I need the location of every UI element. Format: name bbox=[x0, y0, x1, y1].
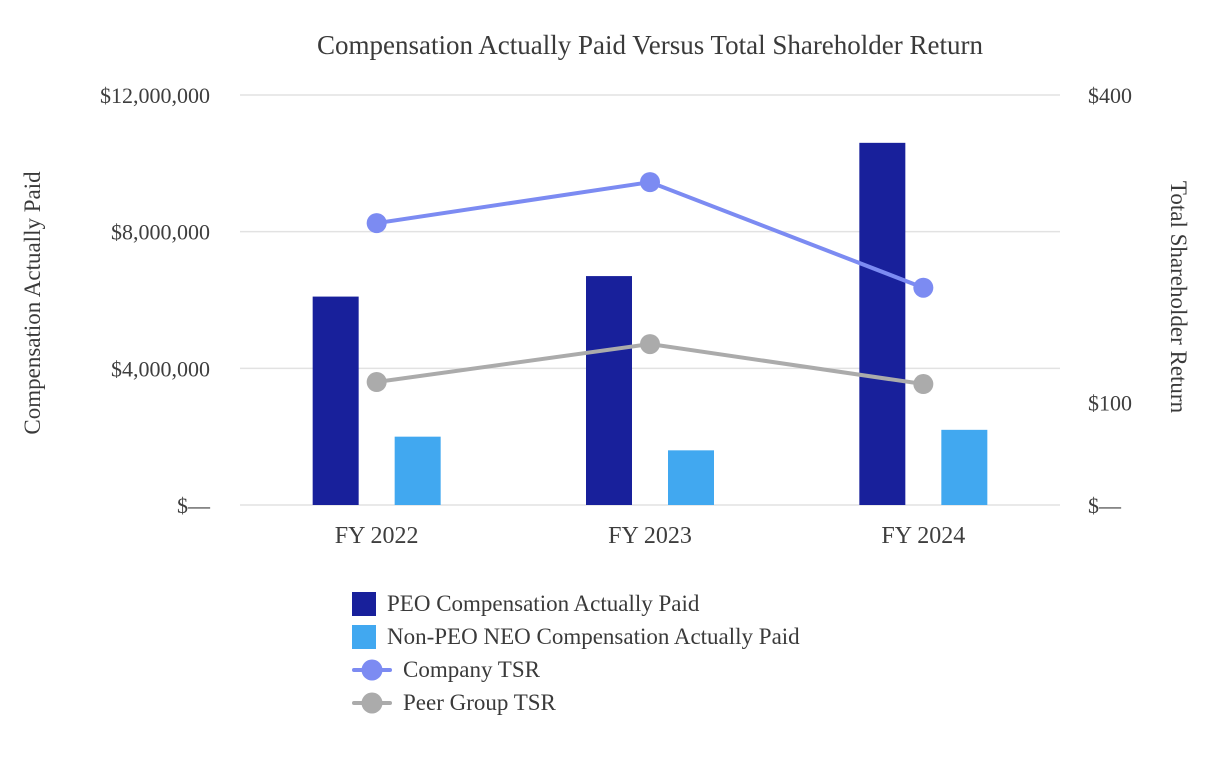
bar bbox=[668, 450, 714, 505]
bar bbox=[586, 276, 632, 505]
legend-item: Non-PEO NEO Compensation Actually Paid bbox=[352, 623, 800, 650]
legend-swatch-line-marker bbox=[352, 658, 392, 682]
x-axis-category-label: FY 2022 bbox=[335, 523, 419, 549]
legend-item: Peer Group TSR bbox=[352, 689, 800, 716]
bar bbox=[941, 429, 988, 505]
x-axis-category-label: FY 2024 bbox=[881, 523, 965, 549]
chart-title: Compensation Actually Paid Versus Total … bbox=[316, 30, 984, 60]
right-axis-tick-label: $— bbox=[1088, 493, 1122, 518]
legend-swatch-line-marker bbox=[352, 691, 392, 715]
bar bbox=[312, 296, 359, 505]
x-axis-category-label: FY 2023 bbox=[608, 523, 692, 549]
legend-label: Non-PEO NEO Compensation Actually Paid bbox=[387, 623, 800, 649]
legend-swatch-square bbox=[352, 624, 376, 649]
legend-label: PEO Compensation Actually Paid bbox=[387, 590, 700, 616]
tsr-line bbox=[376, 180, 925, 290]
tsr-marker bbox=[640, 334, 660, 355]
legend-item: Company TSR bbox=[352, 656, 800, 683]
right-axis-tick-label: $100 bbox=[1088, 391, 1132, 416]
tsr-marker bbox=[913, 277, 934, 298]
left-axis-tick-label: $— bbox=[177, 493, 211, 518]
tsr-marker bbox=[640, 172, 660, 193]
legend-label: Peer Group TSR bbox=[403, 689, 556, 715]
legend: PEO Compensation Actually Paid Non-PEO NE… bbox=[352, 590, 800, 716]
left-axis-tick-label: $4,000,000 bbox=[111, 356, 210, 381]
legend-swatch-square bbox=[352, 591, 376, 616]
legend-label: Company TSR bbox=[403, 656, 540, 682]
bar bbox=[859, 142, 906, 506]
legend-item: PEO Compensation Actually Paid bbox=[352, 590, 800, 617]
tsr-marker bbox=[913, 374, 934, 395]
tsr-marker bbox=[366, 372, 387, 392]
bar bbox=[394, 436, 441, 505]
left-axis-tick-label: $12,000,000 bbox=[100, 83, 210, 108]
tsr-marker bbox=[366, 213, 387, 234]
left-axis-tick-label: $8,000,000 bbox=[111, 220, 210, 245]
right-axis-tick-label: $400 bbox=[1088, 83, 1132, 108]
